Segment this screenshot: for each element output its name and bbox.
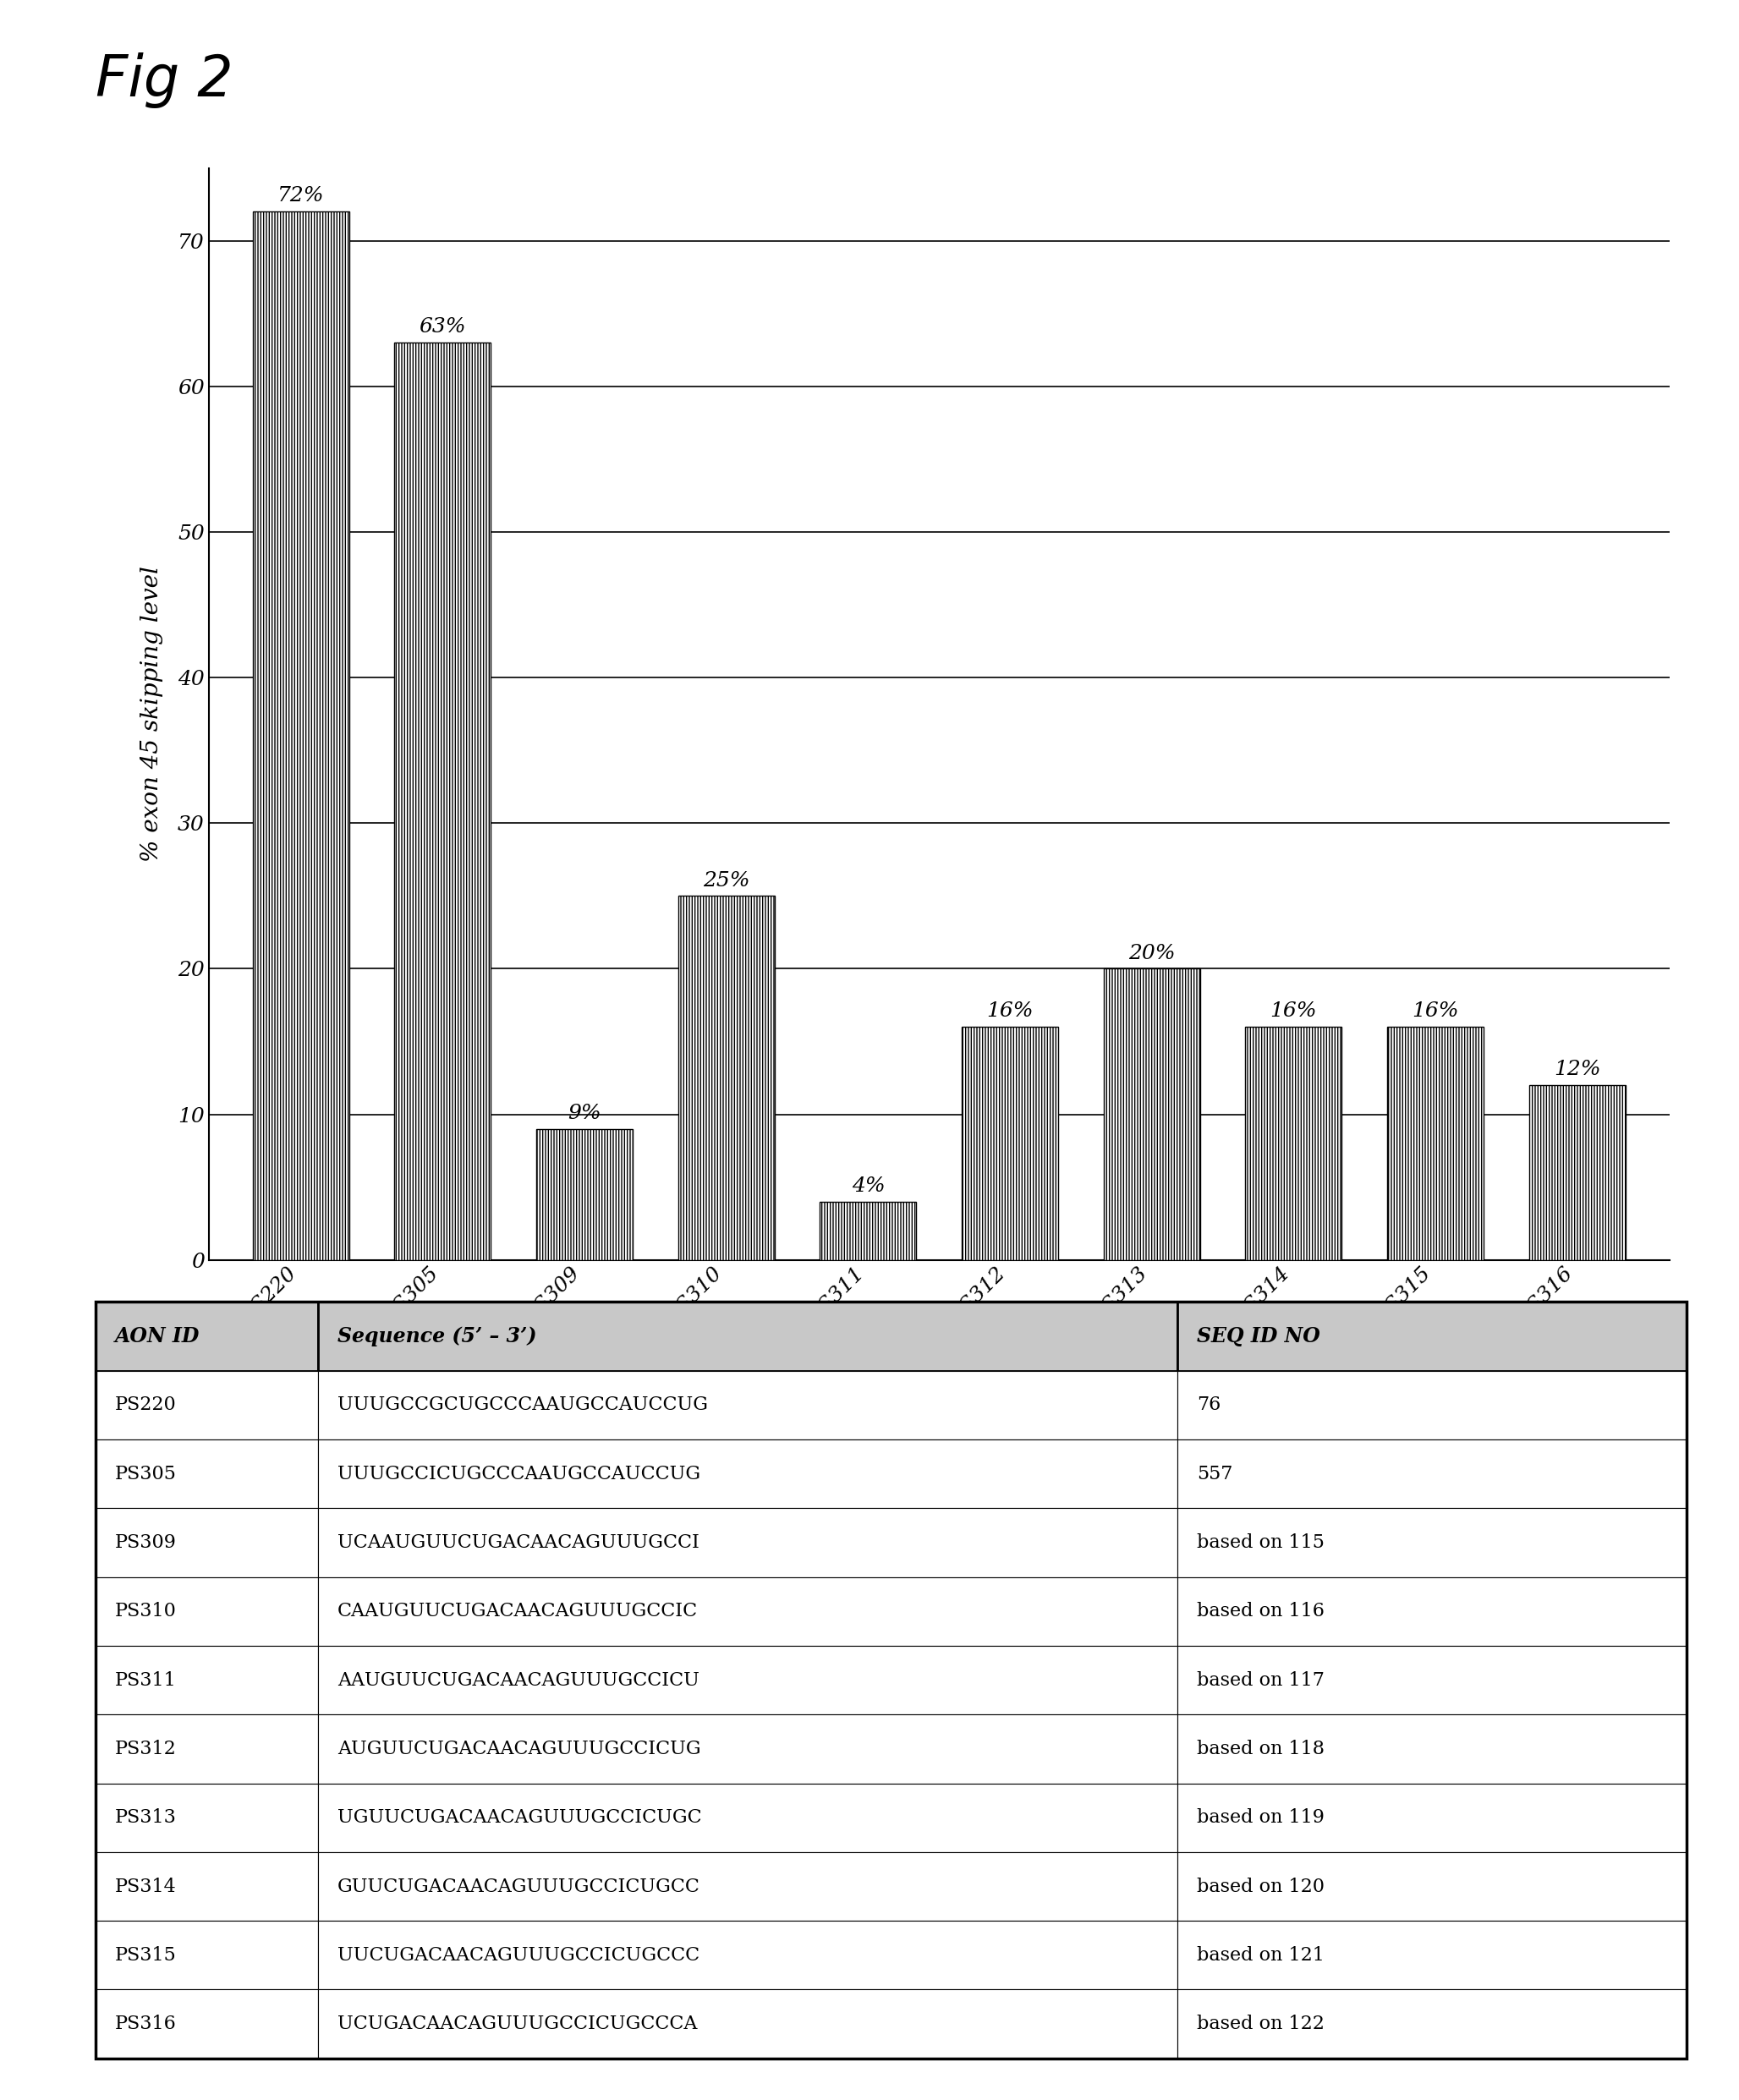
Text: 16%: 16% (986, 1002, 1033, 1021)
Text: based on 120: based on 120 (1196, 1877, 1325, 1896)
Bar (318, 1922, 1177, 1989)
Bar (819, 1201, 916, 1260)
Text: based on 118: based on 118 (1196, 1739, 1325, 1758)
Text: AUGUUCUGACAACAGUUUGCCICUG: AUGUUCUGACAACAGUUUGCCICUG (337, 1739, 701, 1758)
Bar (96, 1371, 318, 1439)
Text: 20%: 20% (1129, 943, 1176, 964)
Text: 4%: 4% (852, 1176, 885, 1195)
Bar (96, 1852, 318, 1921)
Text: UUCUGACAACAGUUUGCCICUGCCC: UUCUGACAACAGUUUGCCICUGCCC (337, 1947, 699, 1964)
Bar (96, 1783, 318, 1852)
Text: UGUUCUGACAACAGUUUGCCICUGC: UGUUCUGACAACAGUUUGCCICUGC (337, 1808, 703, 1827)
Text: 16%: 16% (1412, 1002, 1459, 1021)
Bar (96, 1714, 318, 1783)
Bar (1177, 1852, 1687, 1921)
Text: UCUGACAACAGUUUGCCICUGCCCA: UCUGACAACAGUUUGCCICUGCCCA (337, 2014, 697, 2033)
Bar (678, 897, 774, 1260)
Bar (1388, 1027, 1483, 1260)
Text: GUUCUGACAACAGUUUGCCICUGCC: GUUCUGACAACAGUUUGCCICUGCC (337, 1877, 701, 1896)
Text: AAUGUUCUGACAACAGUUUGCCICU: AAUGUUCUGACAACAGUUUGCCICU (337, 1672, 699, 1691)
Text: UUUGCCGCUGCCCAAUGCCAUCCUG: UUUGCCGCUGCCCAAUGCCAUCCUG (337, 1397, 708, 1415)
Text: Sequence (5’ – 3’): Sequence (5’ – 3’) (337, 1327, 537, 1346)
Text: UUUGCCICUGCCCAAUGCCAUCCUG: UUUGCCICUGCCCAAUGCCAUCCUG (337, 1464, 701, 1483)
Bar (1177, 1646, 1687, 1714)
Bar (318, 1439, 1177, 1508)
Bar (1245, 1027, 1343, 1260)
Bar (96, 1439, 318, 1508)
Text: CAAUGUUCUGACAACAGUUUGCCIC: CAAUGUUCUGACAACAGUUUGCCIC (337, 1602, 697, 1621)
Bar (318, 1508, 1177, 1577)
Bar (96, 1646, 318, 1714)
Text: PS220: PS220 (115, 1397, 176, 1415)
Bar (318, 1852, 1177, 1921)
Bar (318, 1371, 1177, 1439)
Y-axis label: % exon 45 skipping level: % exon 45 skipping level (141, 567, 163, 861)
Text: PS309: PS309 (115, 1533, 176, 1552)
Text: based on 117: based on 117 (1196, 1672, 1325, 1691)
Text: PS315: PS315 (115, 1947, 176, 1964)
Bar (1177, 1302, 1687, 1371)
Text: 72%: 72% (278, 187, 325, 206)
Text: PS312: PS312 (115, 1739, 176, 1758)
Bar (96, 1302, 318, 1371)
Text: PS310: PS310 (115, 1602, 176, 1621)
Text: AON ID: AON ID (115, 1327, 200, 1346)
Text: based on 121: based on 121 (1196, 1947, 1325, 1964)
Bar (318, 1646, 1177, 1714)
Bar (96, 1989, 318, 2058)
Bar (1177, 1783, 1687, 1852)
Bar (318, 1783, 1177, 1852)
Bar (1177, 1577, 1687, 1646)
Text: based on 119: based on 119 (1196, 1808, 1325, 1827)
Bar (1177, 1439, 1687, 1508)
Text: Fig 2: Fig 2 (96, 53, 233, 109)
Bar (318, 1302, 1177, 1371)
Text: based on 122: based on 122 (1196, 2014, 1325, 2033)
Bar (1529, 1086, 1626, 1260)
Text: 63%: 63% (419, 317, 466, 336)
Bar (96, 1508, 318, 1577)
Bar (1177, 1714, 1687, 1783)
Bar (252, 212, 350, 1260)
Text: PS316: PS316 (115, 2014, 176, 2033)
Text: 12%: 12% (1553, 1060, 1600, 1079)
Bar (318, 1577, 1177, 1646)
Text: PS311: PS311 (115, 1672, 176, 1691)
Bar (395, 342, 490, 1260)
Text: PS305: PS305 (115, 1464, 176, 1483)
Text: PS314: PS314 (115, 1877, 176, 1896)
Bar (318, 1989, 1177, 2058)
Bar (1177, 1371, 1687, 1439)
Bar (96, 1577, 318, 1646)
Bar (1104, 968, 1200, 1260)
Text: 76: 76 (1196, 1397, 1221, 1415)
Text: UCAAUGUUCUGACAACAGUUUGCCI: UCAAUGUUCUGACAACAGUUUGCCI (337, 1533, 699, 1552)
Text: PS313: PS313 (115, 1808, 176, 1827)
Bar (318, 1714, 1177, 1783)
Text: 9%: 9% (567, 1105, 602, 1124)
Text: based on 115: based on 115 (1196, 1533, 1325, 1552)
Bar (1177, 1508, 1687, 1577)
Bar (96, 1922, 318, 1989)
Bar (962, 1027, 1059, 1260)
Text: based on 116: based on 116 (1196, 1602, 1325, 1621)
Bar (536, 1130, 633, 1260)
Text: 16%: 16% (1269, 1002, 1316, 1021)
Bar (1177, 1922, 1687, 1989)
Text: 557: 557 (1196, 1464, 1233, 1483)
Text: 25%: 25% (703, 872, 750, 890)
Bar (1177, 1989, 1687, 2058)
Text: SEQ ID NO: SEQ ID NO (1196, 1327, 1320, 1346)
